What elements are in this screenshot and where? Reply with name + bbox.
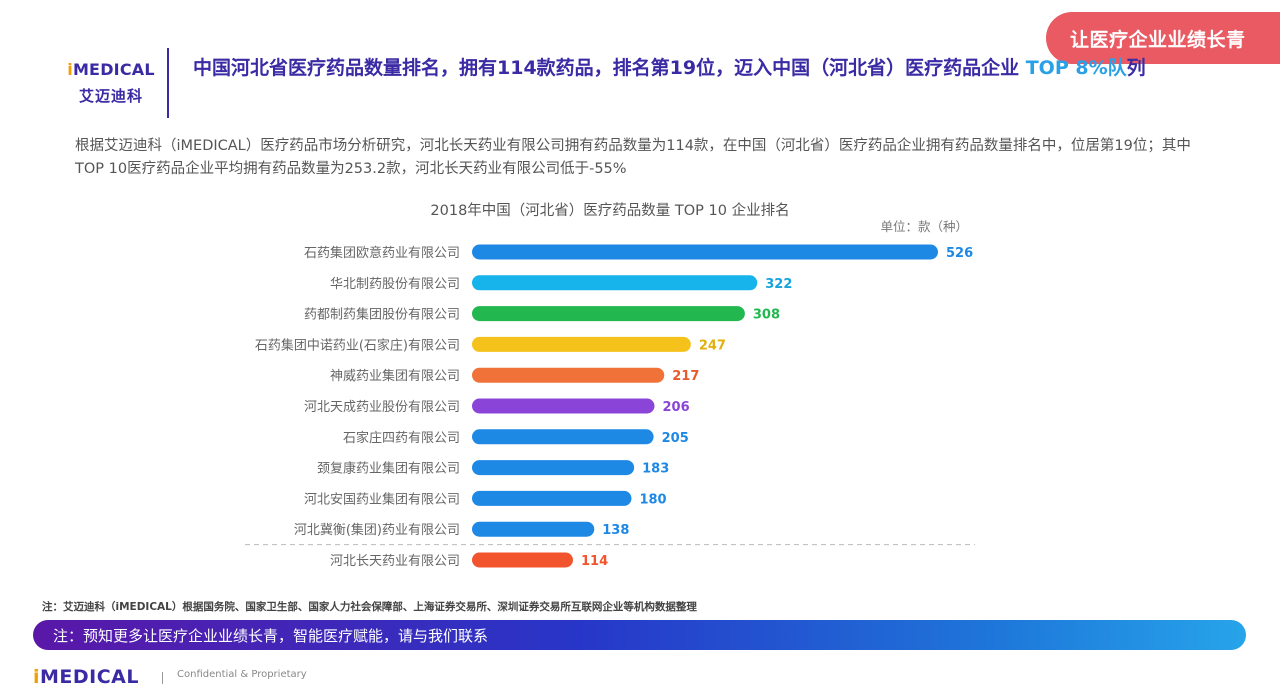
footer-divider	[162, 672, 163, 684]
logo-text-cn: 艾迈迪科	[78, 87, 143, 105]
value-label: 526	[946, 246, 973, 261]
value-label: 180	[639, 492, 666, 507]
chart-title: 2018年中国（河北省）医疗药品数量 TOP 10 企业排名	[430, 201, 789, 219]
contact-banner[interactable]: 注：预知更多让医疗企业业绩长青，智能医疗赋能，请与我们联系	[33, 620, 1246, 650]
bar	[472, 336, 691, 352]
page-title: 中国河北省医疗药品数量排名，拥有114款药品，排名第19位，迈入中国（河北省）医…	[193, 57, 1146, 79]
value-label: 138	[602, 523, 629, 538]
footer-confidential: Confidential & Proprietary	[177, 669, 307, 680]
category-label: 河北天成药业股份有限公司	[304, 400, 460, 415]
summary-text: 根据艾迈迪科（iMEDICAL）医疗药品市场分析研究，河北长天药业有限公司拥有药…	[75, 138, 1191, 177]
category-label: 石药集团中诺药业(石家庄)有限公司	[255, 337, 460, 353]
value-label: 183	[642, 462, 669, 477]
value-label: 114	[581, 554, 608, 569]
value-label: 217	[672, 369, 699, 384]
title-highlight: TOP 8%队	[1019, 57, 1127, 79]
bar	[472, 429, 654, 445]
value-label: 308	[753, 308, 780, 323]
bar	[472, 367, 665, 383]
category-label: 石家庄四药有限公司	[343, 430, 460, 446]
bar	[472, 244, 938, 260]
value-label: 206	[663, 400, 690, 415]
bar	[472, 490, 632, 506]
value-label: 247	[699, 338, 726, 353]
footer-logo: iMEDICAL	[33, 666, 139, 688]
logo-text-en: iMEDICAL	[67, 60, 155, 79]
category-label: 石药集团欧意药业有限公司	[304, 245, 460, 261]
category-label: 药都制药集团股份有限公司	[304, 307, 460, 323]
source-note: 注：艾迈迪科（iMEDICAL）根据国务院、国家卫生部、国家人力社会保障部、上海…	[42, 601, 697, 613]
bar	[472, 460, 635, 476]
category-label: 颈复康药业集团有限公司	[317, 461, 460, 477]
bar	[472, 521, 595, 537]
category-label: 华北制药股份有限公司	[330, 277, 460, 292]
category-label: 神威药业集团有限公司	[330, 368, 460, 384]
value-label: 205	[662, 431, 689, 446]
bar	[472, 306, 745, 322]
bar	[472, 398, 655, 414]
bar	[472, 275, 758, 291]
value-label: 322	[765, 277, 792, 292]
category-label: 河北长天药业有限公司	[330, 554, 460, 569]
header-divider	[167, 48, 169, 118]
bar-chart: 2018年中国（河北省）医疗药品数量 TOP 10 企业排名 单位：款（种） 石…	[245, 201, 975, 569]
brand-logo: iMEDICAL 艾迈迪科	[66, 60, 156, 106]
category-label: 河北冀衡(集团)药业有限公司	[294, 522, 460, 538]
bar	[472, 552, 573, 568]
chart-unit: 单位：款（种）	[880, 219, 968, 234]
slogan-badge: 让医疗企业业绩长青	[1046, 12, 1280, 64]
category-label: 河北安国药业集团有限公司	[304, 491, 460, 507]
